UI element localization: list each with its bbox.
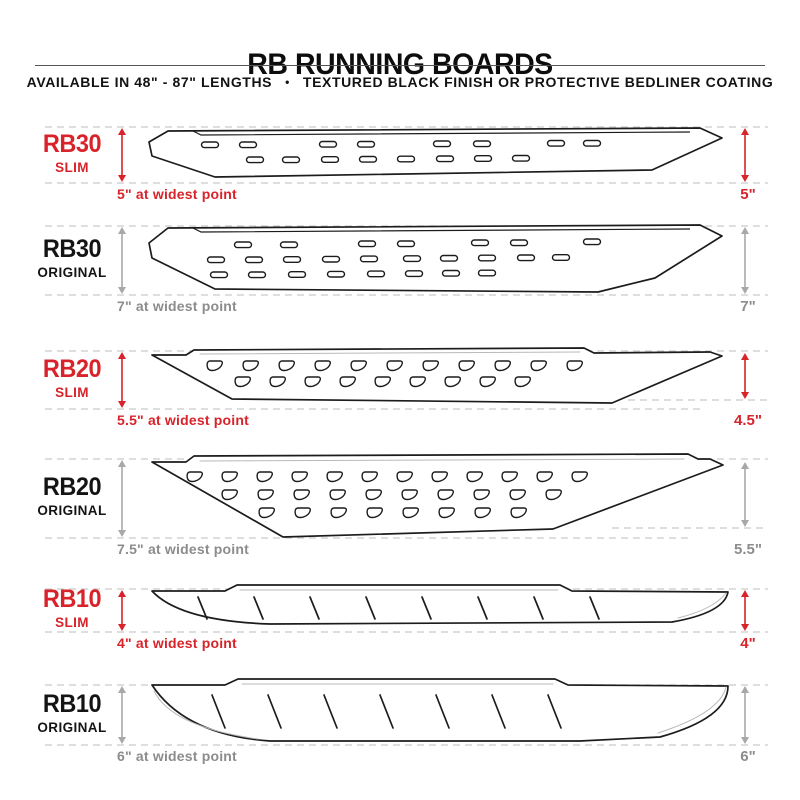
model-name: RB20 [42,473,102,501]
left-height-arrow [118,460,126,537]
row-rb10-slim: RB10 SLIM 4" at widest point 4" [0,577,800,661]
tread-holes [206,360,583,388]
tread-holes [186,471,588,519]
row-rb10-original: RB10 ORIGINAL 6" at widest point 6" [0,673,800,771]
model-name: RB30 [42,235,102,263]
page-title: RB RUNNING BOARDS [247,48,553,82]
subtitle: AVAILABLE IN 48" - 87" LENGTHS • TEXTURED … [0,74,800,90]
model-variant: SLIM [55,385,89,400]
model-name: RB20 [42,355,102,383]
rb30-original-drawing [45,224,768,296]
board-outline [148,127,723,178]
left-height-arrow [118,352,126,408]
widest-point-label: 4" at widest point [117,635,237,651]
right-height-arrow [741,227,749,294]
row-rb30-slim: RB30 SLIM 5" at widest point 5" [0,115,800,213]
row-rb20-original: RB20 ORIGINAL 7.5" at widest point 5.5" [0,447,800,559]
right-height-arrow [741,590,749,631]
model-label: RB20 ORIGINAL [28,475,116,518]
model-name: RB10 [42,585,102,613]
right-height-arrow [741,462,749,527]
model-name: RB30 [42,130,102,158]
board-outline [151,584,729,625]
tread-ticks [211,694,562,729]
row-rb20-slim: RB20 SLIM 5.5" at widest point 4.5" [0,339,800,435]
subtitle-finish: TEXTURED BLACK FINISH OR PROTECTIVE BEDL… [302,74,774,90]
widest-point-label: 5.5" at widest point [117,412,249,428]
left-height-arrow [118,128,126,182]
board-outline [151,347,723,404]
subtitle-bullet: • [285,75,290,89]
end-height-value: 4" [740,635,756,652]
rb20-slim-drawing [45,347,768,410]
left-height-arrow [118,686,126,744]
model-variant: SLIM [55,160,89,175]
dashed-guides [45,126,768,184]
tread-slots [200,139,602,164]
model-variant: SLIM [55,615,89,630]
model-name: RB10 [42,690,102,718]
board-outline [148,224,723,293]
rb20-original-drawing [45,453,768,539]
end-height-value: 4.5" [734,412,762,429]
model-variant: ORIGINAL [37,503,107,518]
model-label: RB10 ORIGINAL [28,692,116,735]
model-label: RB20 SLIM [28,357,116,400]
model-label: RB30 ORIGINAL [28,237,116,280]
left-height-arrow [118,590,126,631]
rb10-slim-drawing [45,584,768,633]
end-height-value: 6" [740,748,756,765]
model-label: RB10 SLIM [28,587,116,630]
title-divider [35,65,765,66]
rb30-slim-drawing [45,126,768,184]
end-height-value: 7" [740,298,756,315]
end-height-value: 5.5" [734,541,762,558]
row-rb30-original: RB30 ORIGINAL 7" at widest point 7" [0,214,800,316]
board-outline [151,453,724,538]
board-outline [151,678,729,742]
widest-point-label: 7.5" at widest point [117,541,249,557]
model-variant: ORIGINAL [37,720,107,735]
widest-point-label: 7" at widest point [117,298,237,314]
model-label: RB30 SLIM [28,132,116,175]
right-height-arrow [741,353,749,399]
right-height-arrow [741,686,749,744]
left-height-arrow [118,227,126,294]
tread-slots [206,238,602,279]
rb10-original-drawing [45,678,768,746]
tread-ticks [197,596,600,620]
subtitle-lengths: AVAILABLE IN 48" - 87" LENGTHS [26,74,273,90]
right-height-arrow [741,128,749,182]
model-variant: ORIGINAL [37,265,107,280]
widest-point-label: 5" at widest point [117,186,237,202]
end-height-value: 5" [740,186,756,203]
widest-point-label: 6" at widest point [117,748,237,764]
